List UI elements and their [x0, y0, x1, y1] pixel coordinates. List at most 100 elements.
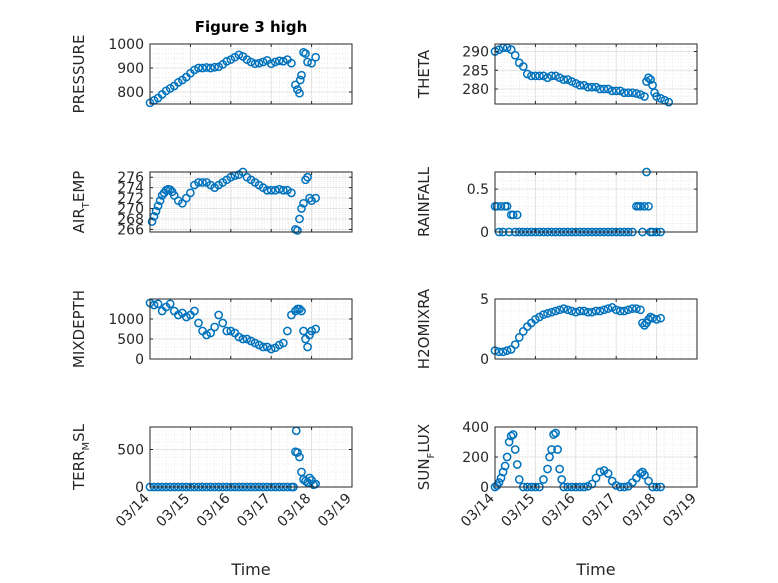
data-point [274, 56, 284, 66]
data-point [206, 328, 215, 338]
data-point [595, 467, 605, 477]
data-point [194, 318, 203, 328]
data-point [567, 306, 577, 316]
data-point [506, 45, 516, 54]
data-point [551, 306, 560, 316]
y-axis-label-main: H2OMIXRA [415, 288, 433, 369]
data-point [514, 475, 524, 484]
data-point [297, 204, 306, 213]
data-point [543, 73, 552, 83]
data-point [522, 69, 532, 79]
y-tick-label: 400 [462, 420, 489, 436]
data-point [206, 63, 215, 73]
data-point [595, 84, 605, 94]
data-point [283, 326, 292, 336]
data-point [151, 206, 161, 216]
data-point [656, 94, 665, 103]
y-tick-label: 5 [480, 292, 489, 308]
data-point [508, 210, 518, 220]
data-point [636, 305, 645, 315]
data-point [628, 88, 637, 98]
data-point [591, 473, 601, 483]
data-point [297, 467, 306, 477]
data-point [155, 196, 165, 206]
y-tick-label: 1000 [108, 37, 144, 53]
data-point [664, 97, 674, 107]
data-point [496, 201, 506, 211]
data-point [611, 481, 621, 490]
data-point [266, 185, 276, 195]
y-tick-label: 500 [117, 443, 144, 459]
data-point [644, 315, 653, 324]
data-point [190, 306, 199, 316]
axes-box-air_temp [149, 171, 353, 233]
data-point [301, 49, 310, 58]
axes-box-theta [494, 43, 698, 105]
data-point [619, 306, 629, 316]
data-point [295, 214, 304, 224]
series-pressure [145, 48, 320, 108]
data-point [644, 476, 653, 486]
y-tick-label: 0 [480, 480, 489, 496]
data-point [218, 318, 228, 328]
data-point [575, 80, 585, 90]
data-point [603, 84, 613, 94]
data-point [293, 448, 302, 457]
data-point [638, 318, 647, 328]
data-point [258, 342, 268, 352]
data-point [287, 188, 296, 198]
data-point [571, 79, 581, 88]
data-point [579, 306, 589, 316]
subplot-grid: 800 900 1000 PRESSURE Figure 3 high 280 285 290… [70, 18, 700, 579]
y-tick-label: 0.5 [467, 182, 489, 198]
data-point [587, 307, 597, 317]
data-point [539, 310, 548, 319]
y-axis-label: AIRTEMP [70, 171, 92, 234]
y-tick-label: 900 [117, 61, 144, 77]
axes-box-terr_msl [149, 426, 353, 488]
series-h2omixra [490, 303, 665, 357]
data-point [547, 307, 556, 317]
data-point [555, 73, 564, 83]
data-point [311, 193, 320, 203]
y-tick-label: 268 [117, 212, 144, 228]
y-tick-label: 266 [117, 222, 144, 238]
y-axis-label-rest: LUX [415, 424, 433, 453]
data-point [266, 344, 276, 354]
data-point [646, 75, 655, 84]
y-tick-label: 276 [117, 170, 144, 186]
data-point [165, 299, 175, 309]
data-point [591, 306, 601, 316]
y-axis-label-main: THETA [415, 49, 433, 99]
data-point [628, 304, 637, 313]
data-point [599, 305, 609, 315]
data-point [299, 198, 308, 208]
data-point [545, 452, 554, 462]
y-tick-label: 270 [117, 202, 144, 218]
data-point [563, 305, 573, 315]
chart-title: Figure 3 high [195, 18, 308, 36]
data-point [623, 305, 633, 315]
data-point [186, 188, 195, 198]
data-point [274, 184, 284, 194]
data-point [303, 342, 312, 352]
data-point [603, 304, 613, 313]
data-point [311, 324, 320, 334]
subplot-rainfall: 0 0.5 RAINFALL [415, 166, 698, 241]
data-point [636, 90, 645, 99]
data-point [518, 62, 528, 71]
data-point [571, 307, 581, 317]
data-point [291, 80, 300, 90]
data-point [270, 185, 280, 195]
data-point [234, 50, 244, 60]
data-point [287, 58, 296, 68]
data-point [549, 430, 558, 439]
data-point [615, 306, 625, 316]
y-axis-label: RAINFALL [415, 166, 433, 237]
data-point [636, 201, 645, 211]
data-point [222, 326, 232, 336]
data-point [567, 77, 577, 86]
data-point [238, 334, 248, 344]
y-axis-label: SUNFLUX [415, 424, 437, 490]
data-point [619, 88, 629, 98]
